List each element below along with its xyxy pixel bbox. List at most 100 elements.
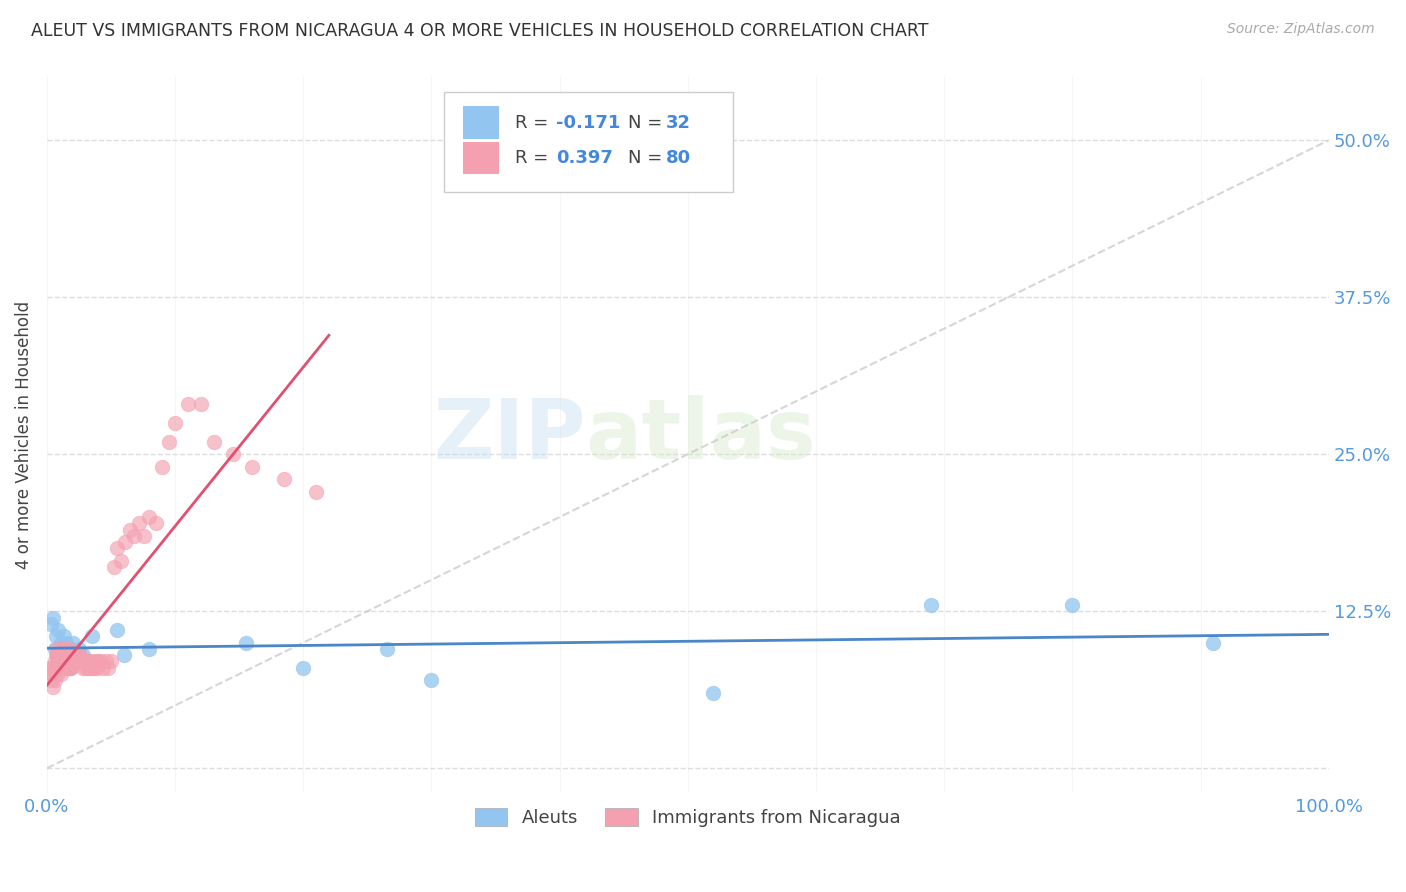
- Point: [702, 686, 724, 700]
- Text: 80: 80: [666, 149, 692, 168]
- Point: [87, 655, 110, 669]
- Point: [59, 661, 82, 675]
- Point: [53, 648, 76, 663]
- Point: [83, 661, 105, 675]
- Point: [58, 641, 80, 656]
- Point: [60, 641, 83, 656]
- Point: [59, 661, 82, 675]
- Point: [39, 616, 62, 631]
- Point: [120, 523, 142, 537]
- Point: [56, 655, 79, 669]
- Point: [63, 648, 86, 663]
- Point: [190, 397, 212, 411]
- Point: [45, 661, 67, 675]
- Point: [62, 648, 84, 663]
- Point: [51, 648, 73, 663]
- Point: [305, 484, 328, 499]
- Point: [69, 648, 91, 663]
- Point: [94, 655, 117, 669]
- Point: [39, 673, 62, 688]
- Point: [222, 447, 245, 461]
- Point: [53, 648, 76, 663]
- Point: [48, 648, 70, 663]
- FancyBboxPatch shape: [464, 106, 499, 138]
- Point: [80, 629, 103, 643]
- Text: N =: N =: [627, 149, 668, 168]
- Point: [48, 623, 70, 637]
- Point: [114, 535, 136, 549]
- Point: [56, 661, 79, 675]
- Point: [53, 661, 76, 675]
- Point: [110, 554, 132, 568]
- Point: [235, 635, 257, 649]
- FancyBboxPatch shape: [444, 92, 733, 192]
- Point: [103, 560, 125, 574]
- Point: [62, 655, 84, 669]
- Point: [42, 661, 65, 675]
- Point: [77, 655, 100, 669]
- Point: [202, 434, 225, 449]
- Point: [97, 661, 120, 675]
- Point: [80, 655, 103, 669]
- Point: [62, 655, 84, 669]
- Point: [48, 641, 70, 656]
- Text: R =: R =: [515, 149, 554, 168]
- Point: [48, 661, 70, 675]
- Point: [90, 655, 112, 669]
- Point: [46, 648, 69, 663]
- Point: [63, 648, 86, 663]
- Point: [65, 655, 87, 669]
- Point: [1202, 635, 1225, 649]
- Point: [55, 641, 77, 656]
- Point: [134, 529, 156, 543]
- Legend: Aleuts, Immigrants from Nicaragua: Aleuts, Immigrants from Nicaragua: [468, 801, 908, 834]
- Text: R =: R =: [515, 113, 554, 131]
- Point: [1062, 598, 1084, 612]
- Point: [51, 641, 73, 656]
- Point: [84, 655, 107, 669]
- Point: [46, 667, 69, 681]
- Point: [67, 655, 90, 669]
- Point: [91, 661, 114, 675]
- Point: [52, 641, 75, 656]
- Text: 0.397: 0.397: [555, 149, 613, 168]
- Point: [66, 648, 89, 663]
- Point: [60, 648, 83, 663]
- Point: [42, 610, 65, 624]
- Point: [56, 648, 79, 663]
- Point: [52, 655, 75, 669]
- Text: -0.171: -0.171: [555, 113, 620, 131]
- Point: [77, 661, 100, 675]
- Point: [48, 655, 70, 669]
- Point: [79, 661, 101, 675]
- Point: [67, 641, 90, 656]
- Point: [105, 623, 128, 637]
- Point: [51, 661, 73, 675]
- Text: N =: N =: [627, 113, 668, 131]
- Point: [920, 598, 942, 612]
- Point: [44, 655, 66, 669]
- Point: [49, 667, 72, 681]
- Point: [44, 641, 66, 656]
- Point: [59, 641, 82, 656]
- Point: [75, 661, 97, 675]
- Point: [177, 397, 200, 411]
- Point: [292, 661, 315, 675]
- Point: [45, 648, 67, 663]
- Y-axis label: 4 or more Vehicles in Household: 4 or more Vehicles in Household: [15, 301, 32, 569]
- Point: [49, 655, 72, 669]
- Point: [76, 655, 98, 669]
- Point: [44, 673, 66, 688]
- Point: [48, 655, 70, 669]
- Point: [72, 661, 94, 675]
- Point: [55, 655, 77, 669]
- Text: ZIP: ZIP: [433, 395, 585, 476]
- Point: [128, 516, 150, 531]
- Point: [58, 655, 80, 669]
- Text: ALEUT VS IMMIGRANTS FROM NICARAGUA 4 OR MORE VEHICLES IN HOUSEHOLD CORRELATION C: ALEUT VS IMMIGRANTS FROM NICARAGUA 4 OR …: [31, 22, 928, 40]
- Point: [60, 661, 83, 675]
- Point: [375, 641, 398, 656]
- Point: [100, 655, 122, 669]
- FancyBboxPatch shape: [464, 142, 499, 175]
- Point: [112, 648, 135, 663]
